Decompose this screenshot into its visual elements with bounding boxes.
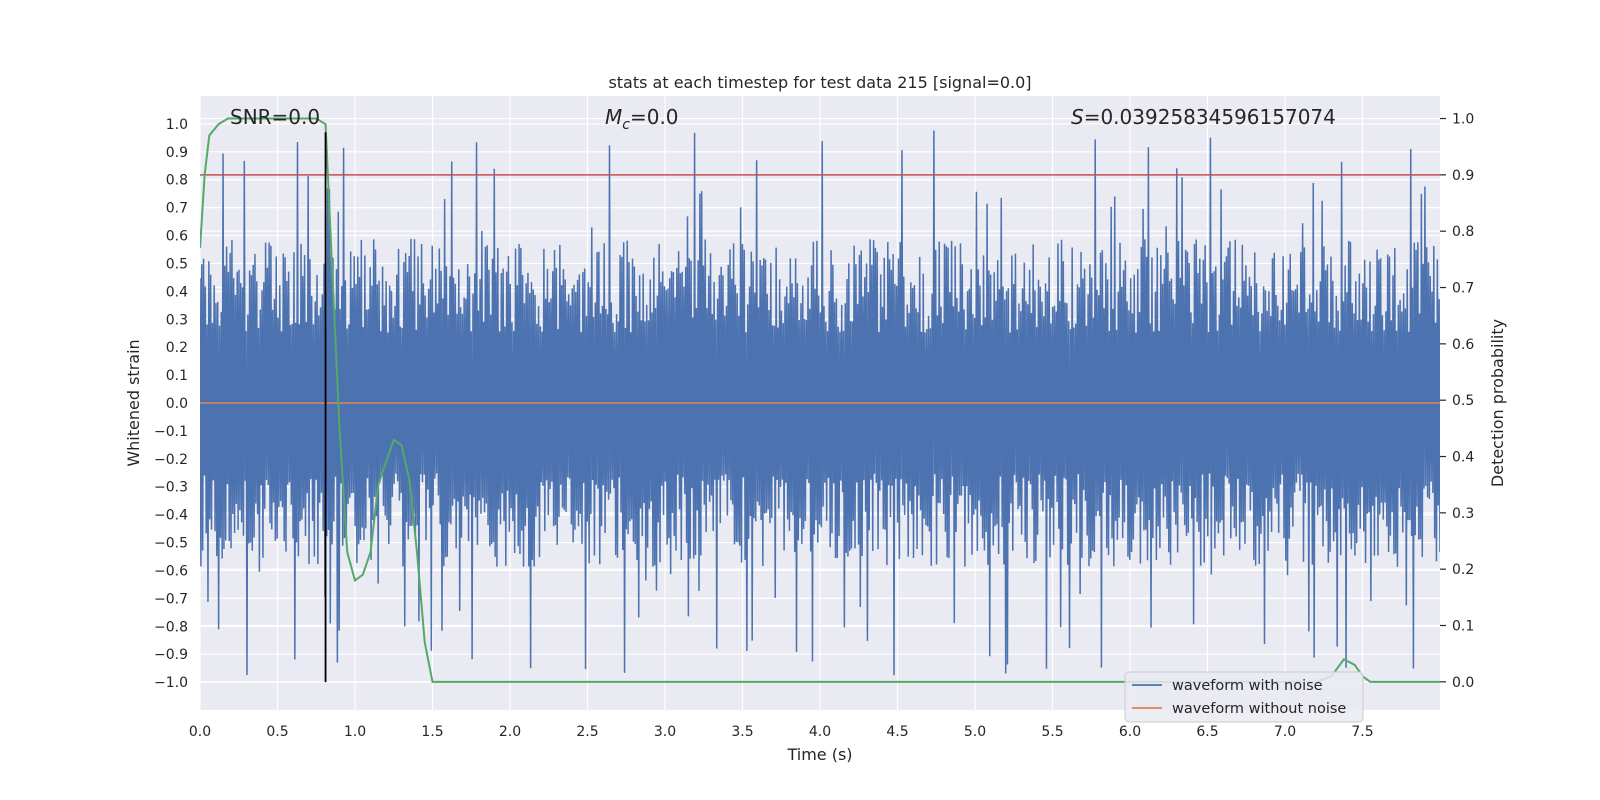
x-tick-label: 6.5 xyxy=(1196,724,1218,740)
y-tick-label: 0.5 xyxy=(166,256,188,272)
x-tick-label: 7.0 xyxy=(1274,724,1296,740)
y-tick-label: −0.3 xyxy=(154,480,188,496)
chirp-mass-value: =0.0 xyxy=(630,105,679,129)
y2-tick-label: 0.1 xyxy=(1452,619,1474,635)
y-tick-label: −0.2 xyxy=(154,452,188,468)
y-tick-label: −0.4 xyxy=(154,508,188,524)
y2-tick-label: 0.4 xyxy=(1452,450,1474,466)
y2-tick-label: 0.9 xyxy=(1452,168,1474,184)
y-tick-label: 0.8 xyxy=(166,173,188,189)
x-tick-label: 3.5 xyxy=(731,724,753,740)
x-tick-label: 1.0 xyxy=(344,724,366,740)
y-tick-label: 0.6 xyxy=(166,229,188,245)
y2-tick-label: 0.3 xyxy=(1452,506,1474,522)
x-axis-label: Time (s) xyxy=(786,745,852,764)
x-tick-label: 2.5 xyxy=(576,724,598,740)
x-tick-label: 5.5 xyxy=(1041,724,1063,740)
y-tick-label: −0.6 xyxy=(154,563,188,579)
y-tick-label: −0.7 xyxy=(154,591,188,607)
chart-title: stats at each timestep for test data 215… xyxy=(608,73,1031,92)
x-tick-labels: 0.0 0.5 1.0 1.5 2.0 2.5 3.0 3.5 4.0 4.5 5.0 5.5 6.0 6… xyxy=(189,724,1374,740)
y2-tick-label: 0.6 xyxy=(1452,337,1474,353)
y-tick-label: 0.0 xyxy=(166,396,188,412)
score-annotation: S=0.03925834596157074 xyxy=(1071,105,1336,129)
y2-axis-label: Detection probability xyxy=(1488,319,1507,487)
legend-box xyxy=(1124,671,1364,723)
x-tick-label: 0.0 xyxy=(189,724,211,740)
snr-annotation: SNR=0.0 xyxy=(230,105,320,129)
chirp-mass-annotation: Mc=0.0 xyxy=(605,105,679,133)
y-axis-label: Whitened strain xyxy=(124,339,143,466)
legend-label-clean: waveform without noise xyxy=(1172,701,1346,717)
y-tick-label: 0.9 xyxy=(166,145,188,161)
x-tick-label: 7.5 xyxy=(1351,724,1373,740)
y2-tick-label: 1.0 xyxy=(1452,112,1474,128)
x-tick-label: 5.0 xyxy=(964,724,986,740)
detection-probability-line xyxy=(200,117,1440,683)
y-tick-label: −0.8 xyxy=(154,619,188,635)
y-tick-label: 0.3 xyxy=(166,312,188,328)
y2-tick-label: 0.0 xyxy=(1452,675,1474,691)
waveform-with-noise-line xyxy=(200,130,1440,676)
y2-tick-labels: 1.0 0.9 0.8 0.7 0.6 0.5 0.4 0.3 0.2 0.1 0.0 xyxy=(1440,112,1474,691)
y-tick-label: −0.5 xyxy=(154,536,188,552)
score-value: =0.03925834596157074 xyxy=(1084,105,1336,129)
x-tick-label: 1.5 xyxy=(421,724,443,740)
y-tick-label: −0.1 xyxy=(154,424,188,440)
y2-tick-label: 0.7 xyxy=(1452,281,1474,297)
chirp-mass-subscript: c xyxy=(622,117,630,133)
y-tick-labels: 1.0 0.9 0.8 0.7 0.6 0.5 0.4 0.3 0.2 0.1 0.0 −0.1 −0.… xyxy=(154,117,188,691)
y-tick-label: 0.2 xyxy=(166,340,188,356)
y-tick-label: 1.0 xyxy=(166,117,188,133)
x-tick-label: 4.0 xyxy=(809,724,831,740)
y2-tick-label: 0.8 xyxy=(1452,224,1474,240)
legend-label-noise: waveform with noise xyxy=(1172,678,1323,694)
x-tick-label: 6.0 xyxy=(1119,724,1141,740)
chirp-mass-symbol: M xyxy=(605,105,622,129)
y-tick-label: 0.7 xyxy=(166,201,188,217)
y-tick-label: −0.9 xyxy=(154,647,188,663)
y-tick-label: −1.0 xyxy=(154,675,188,691)
y-tick-label: 0.1 xyxy=(166,368,188,384)
y-tick-label: 0.4 xyxy=(166,284,188,300)
legend: waveform with noise waveform without noi… xyxy=(1124,671,1364,723)
x-tick-label: 3.0 xyxy=(654,724,676,740)
x-tick-label: 0.5 xyxy=(266,724,288,740)
score-symbol: S xyxy=(1071,105,1084,129)
x-tick-label: 4.5 xyxy=(886,724,908,740)
y2-tick-label: 0.5 xyxy=(1452,393,1474,409)
y2-tick-label: 0.2 xyxy=(1452,562,1474,578)
x-tick-label: 2.0 xyxy=(499,724,521,740)
